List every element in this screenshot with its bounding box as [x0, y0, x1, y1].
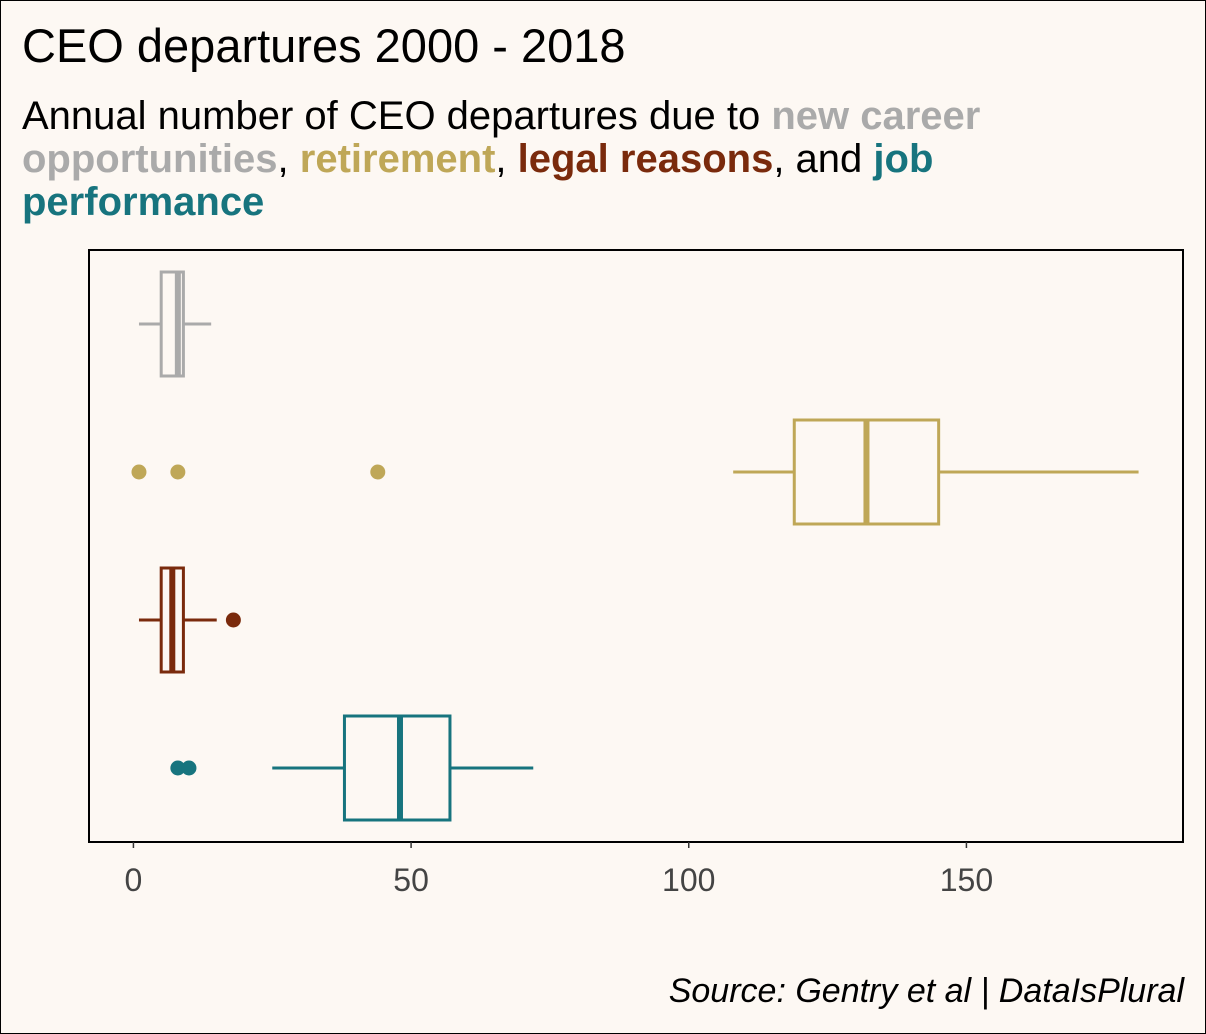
- subtitle-new-career: new career opportunities: [22, 94, 981, 181]
- outlier-point: [170, 464, 186, 480]
- subtitle-sep-2: ,: [495, 137, 518, 181]
- x-tick-label: 150: [940, 862, 993, 898]
- box-legal-reasons: [138, 566, 241, 674]
- iqr-box: [159, 270, 185, 378]
- box-new-career-opportunities: [138, 270, 212, 378]
- subtitle-job-performance: job performance: [22, 137, 934, 224]
- chart-title: CEO departures 2000 - 2018: [22, 19, 626, 72]
- x-tick-label: 100: [662, 862, 715, 898]
- outlier-point: [225, 612, 241, 628]
- subtitle-legal-reasons: legal reasons: [517, 137, 774, 181]
- subtitle-sep-1: ,: [277, 137, 300, 181]
- x-tick-label: 50: [393, 862, 429, 898]
- box-job-performance: [170, 714, 534, 822]
- subtitle-retirement: retirement: [299, 137, 496, 181]
- chart-subtitle: Annual number of CEO departures due to n…: [22, 95, 1172, 224]
- box-retirement: [131, 418, 1139, 526]
- x-tick-label: 0: [125, 862, 143, 898]
- outlier-point: [370, 464, 386, 480]
- outlier-point: [170, 760, 186, 776]
- source-caption: Source: Gentry et al | DataIsPlural: [668, 972, 1184, 1010]
- panel-border: [88, 249, 1184, 843]
- subtitle-sep-3: , and: [773, 137, 874, 181]
- subtitle-prefix: Annual number of CEO departures due to: [22, 94, 772, 138]
- outlier-point: [131, 464, 147, 480]
- outlier-point: [181, 760, 197, 776]
